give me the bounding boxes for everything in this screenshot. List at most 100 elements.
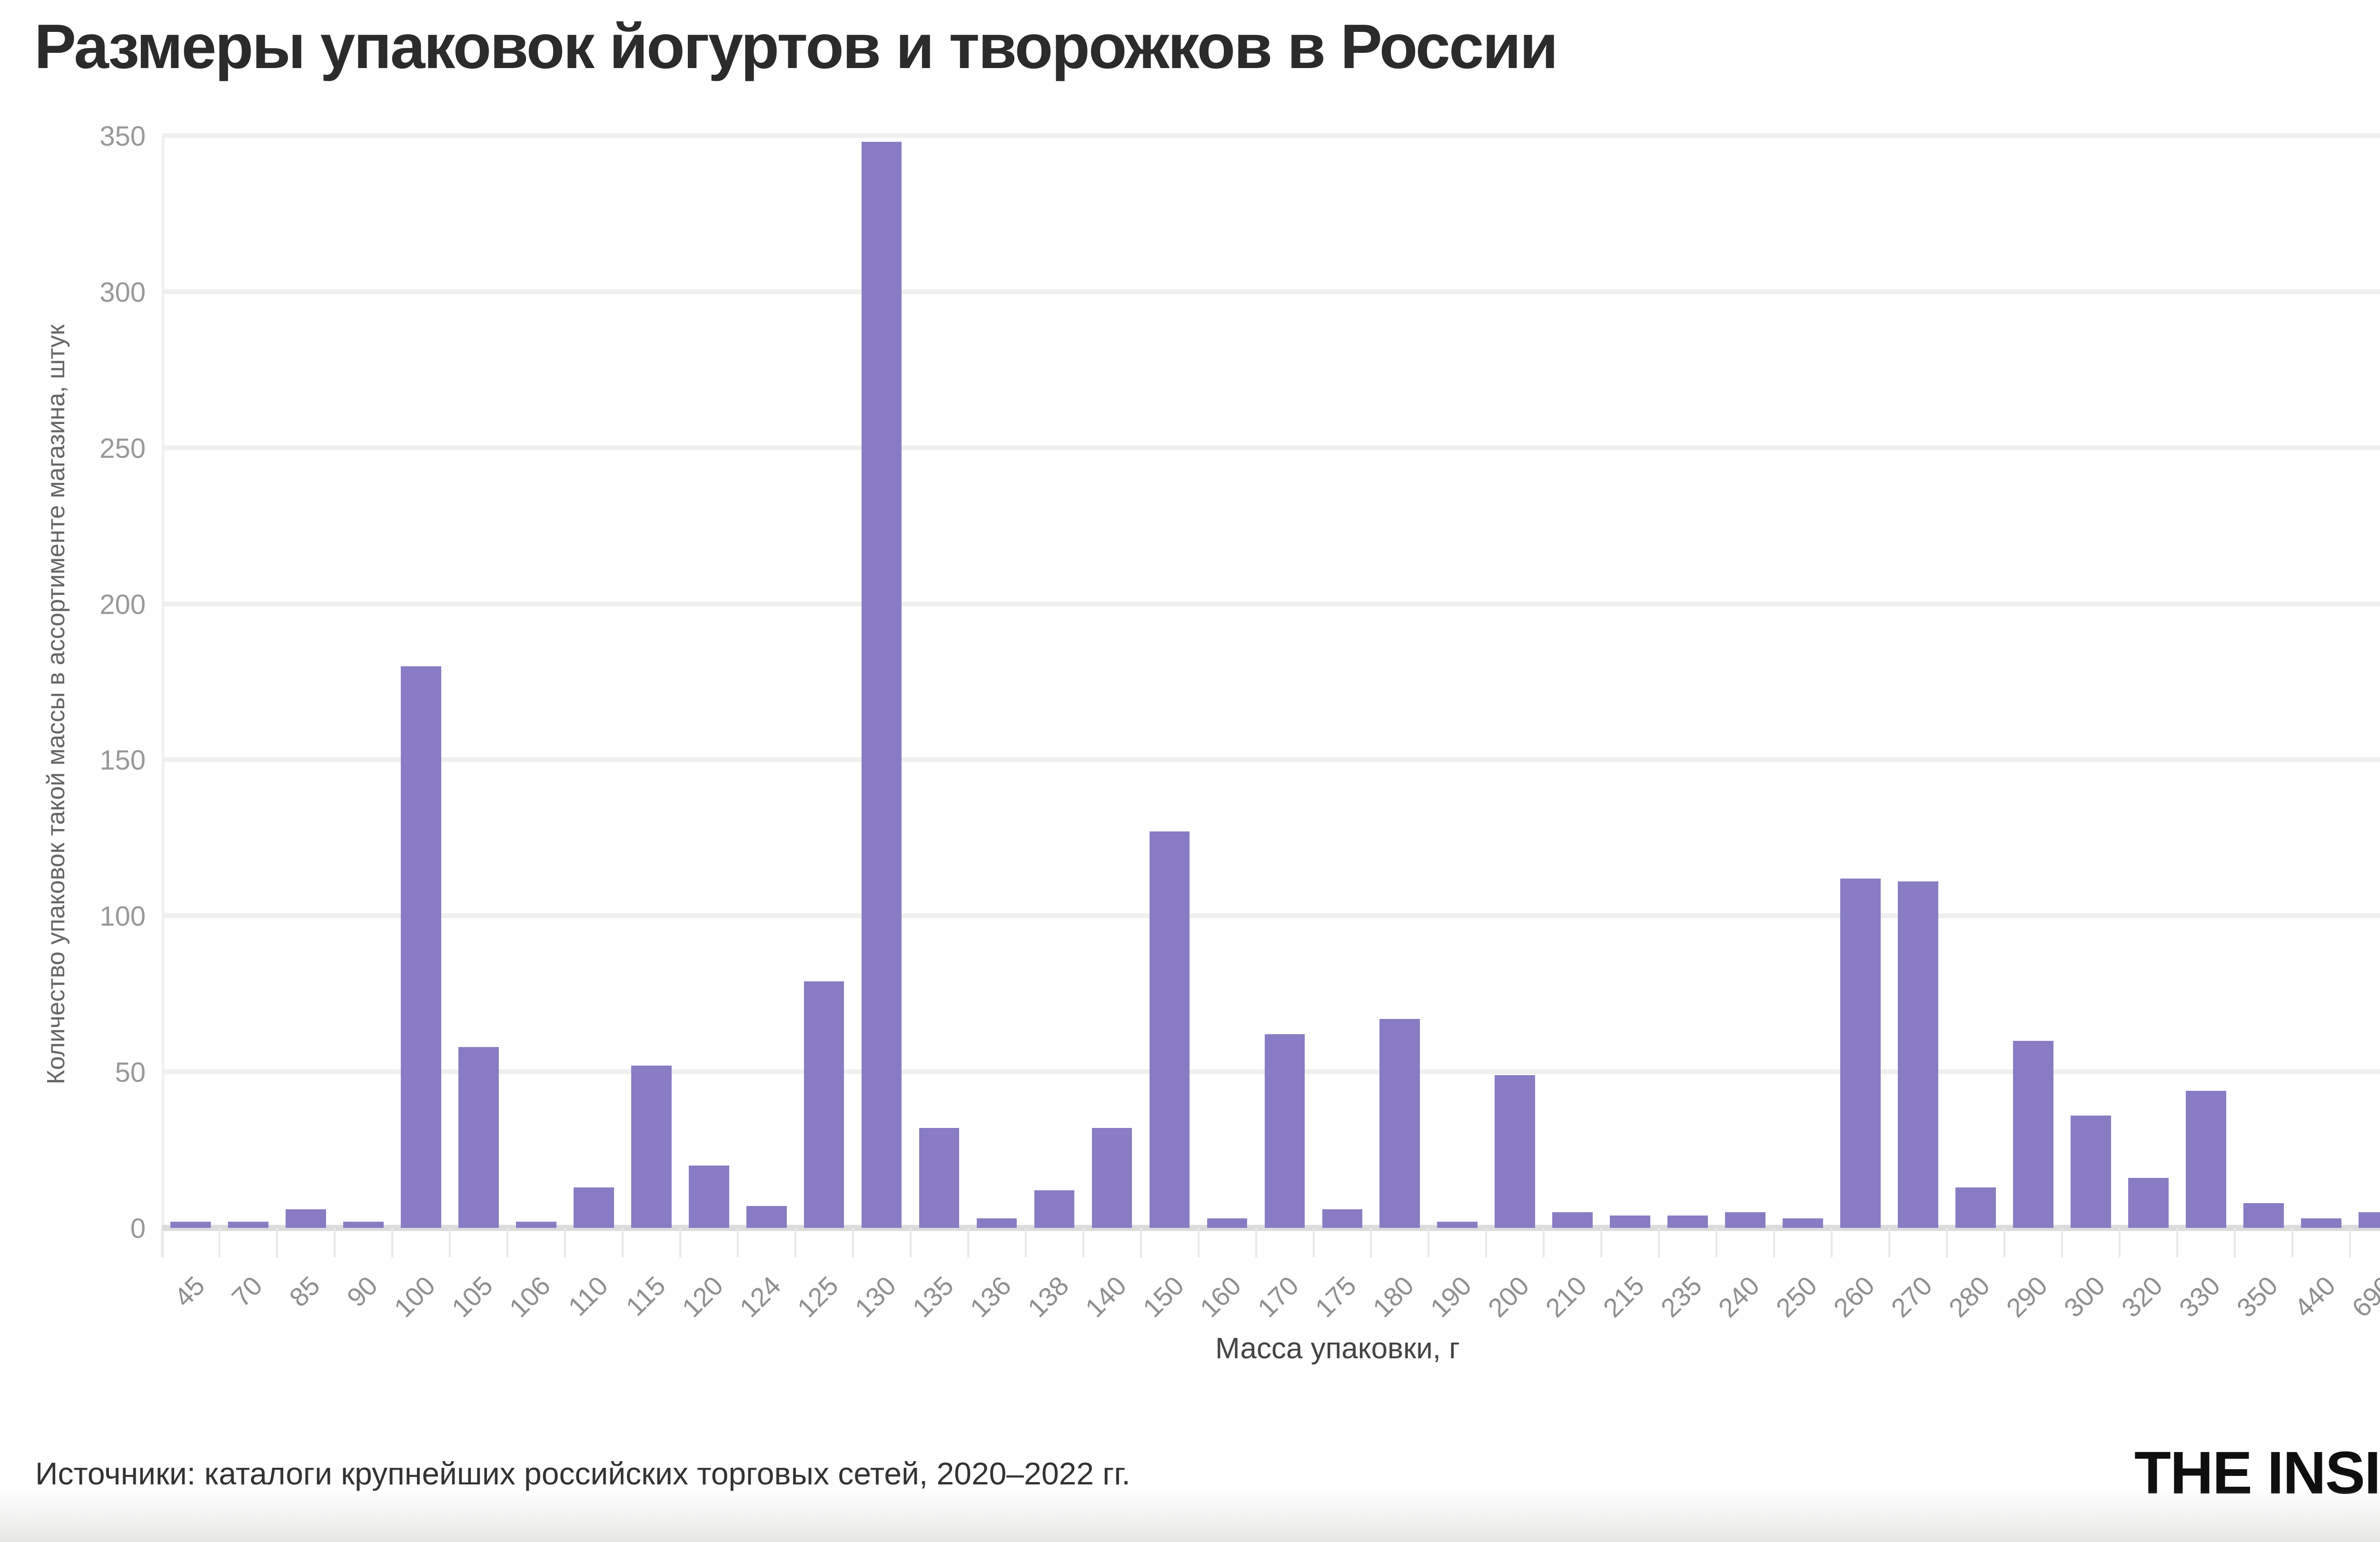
bar-135[interactable]	[919, 1128, 960, 1228]
bar-85[interactable]	[286, 1209, 326, 1228]
bar-280[interactable]	[1955, 1187, 1996, 1228]
bar-270[interactable]	[1898, 881, 1938, 1228]
bar-slot: 210	[1540, 136, 1601, 1323]
x-tick-label: 690	[2346, 1270, 2380, 1323]
bar-170[interactable]	[1264, 1034, 1305, 1228]
bar-110[interactable]	[573, 1187, 614, 1228]
bar-136[interactable]	[976, 1218, 1017, 1228]
bar-440[interactable]	[2301, 1218, 2341, 1228]
y-tick-label: 100	[99, 901, 146, 932]
x-tick-mark	[161, 1228, 163, 1257]
bar-106[interactable]	[516, 1221, 556, 1228]
bar-45[interactable]	[170, 1221, 211, 1228]
bar-175[interactable]	[1322, 1209, 1363, 1228]
x-tick-label: 300	[2058, 1270, 2111, 1323]
bar-slot: 170	[1252, 136, 1313, 1323]
y-axis-line	[162, 136, 164, 1257]
bar-slot: 130	[849, 136, 911, 1323]
bar-70[interactable]	[228, 1221, 268, 1228]
x-tick-mark	[1370, 1228, 1372, 1257]
bar-125[interactable]	[803, 981, 844, 1228]
x-tick-mark	[2003, 1228, 2006, 1257]
gridline	[162, 445, 2380, 450]
gridline	[162, 601, 2380, 606]
x-tick-label: 200	[1482, 1270, 1535, 1323]
x-tick-mark	[1485, 1228, 1488, 1257]
bar-235[interactable]	[1667, 1215, 1708, 1228]
bar-slot: 280	[1943, 136, 2004, 1323]
bar-124[interactable]	[746, 1206, 787, 1228]
bar-slot: 200	[1482, 136, 1544, 1323]
page-title: Размеры упаковок йогуртов и творожков в …	[34, 11, 1558, 81]
gridline	[162, 913, 2380, 919]
x-tick-label: 140	[1079, 1270, 1132, 1323]
x-tick-mark	[736, 1228, 739, 1257]
bar-330[interactable]	[2186, 1090, 2226, 1228]
bar-215[interactable]	[1610, 1215, 1651, 1228]
x-tick-label: 250	[1770, 1270, 1823, 1323]
bar-250[interactable]	[1783, 1218, 1823, 1228]
bar-slot: 235	[1655, 136, 1716, 1323]
bar-slot: 350	[2231, 136, 2292, 1323]
bar-slot: 190	[1425, 136, 1486, 1323]
brand-logo: THE INSIDER	[2134, 1439, 2380, 1506]
x-tick-mark	[2176, 1228, 2179, 1257]
gridline	[162, 757, 2380, 762]
x-tick-label: 45	[168, 1270, 211, 1313]
bar-300[interactable]	[2071, 1115, 2111, 1228]
bar-slot: 124	[734, 136, 795, 1323]
bar-slot: 70	[219, 136, 277, 1313]
bar-slot: 106	[503, 136, 565, 1323]
bar-690[interactable]	[2358, 1212, 2380, 1228]
x-tick-mark	[1600, 1228, 1603, 1257]
bar-290[interactable]	[2013, 1040, 2053, 1228]
bar-chart-plot-area: 45 70 85 90 100 105 106 110 115 120 124 125 130 135 13…	[161, 133, 2380, 1323]
bar-140[interactable]	[1091, 1128, 1132, 1228]
x-tick-mark	[2291, 1228, 2294, 1257]
x-tick-label: 136	[964, 1270, 1017, 1323]
bar-slot: 85	[277, 136, 335, 1313]
bar-200[interactable]	[1495, 1075, 1536, 1228]
bar-90[interactable]	[343, 1221, 384, 1228]
x-tick-mark	[448, 1228, 451, 1257]
bar-115[interactable]	[631, 1066, 672, 1228]
x-tick-mark	[1312, 1228, 1315, 1257]
x-tick-label: 280	[1943, 1270, 1996, 1323]
x-tick-mark	[1658, 1228, 1660, 1257]
x-tick-mark	[2119, 1228, 2121, 1257]
y-axis-tick-labels: 0 50 100 150 200 250 300 350	[0, 121, 146, 1244]
bar-slot: 100	[388, 136, 450, 1323]
x-tick-mark	[909, 1228, 912, 1257]
bar-240[interactable]	[1725, 1212, 1765, 1228]
bar-180[interactable]	[1379, 1018, 1420, 1228]
bar-slot: 240	[1713, 136, 1774, 1323]
x-axis-title: Масса упаковки, г	[1215, 1332, 1460, 1365]
bar-260[interactable]	[1840, 878, 1881, 1228]
x-tick-label: 260	[1827, 1270, 1881, 1323]
x-tick-label: 440	[2288, 1270, 2341, 1323]
bar-130[interactable]	[861, 142, 902, 1228]
bar-105[interactable]	[458, 1047, 499, 1228]
bar-100[interactable]	[401, 666, 441, 1228]
x-tick-label: 175	[1309, 1270, 1362, 1323]
x-tick-mark	[1773, 1228, 1775, 1257]
x-tick-label: 290	[2000, 1270, 2053, 1323]
x-tick-label: 90	[341, 1270, 384, 1313]
bar-150[interactable]	[1149, 831, 1190, 1228]
bar-350[interactable]	[2243, 1203, 2284, 1228]
y-tick-label: 200	[99, 589, 146, 620]
bar-160[interactable]	[1207, 1218, 1248, 1228]
x-tick-label: 124	[734, 1270, 786, 1323]
bar-120[interactable]	[688, 1165, 729, 1228]
y-tick-label: 150	[99, 745, 146, 776]
x-tick-mark	[2061, 1228, 2063, 1257]
y-tick-label: 0	[130, 1213, 146, 1244]
x-tick-label: 106	[503, 1270, 556, 1323]
bar-190[interactable]	[1437, 1221, 1478, 1228]
bar-slot: 125	[791, 136, 853, 1323]
bar-138[interactable]	[1034, 1190, 1075, 1228]
bar-slot: 140	[1079, 136, 1141, 1323]
bar-210[interactable]	[1552, 1212, 1593, 1228]
bar-slot: 690	[2346, 136, 2380, 1323]
bar-320[interactable]	[2128, 1178, 2169, 1228]
